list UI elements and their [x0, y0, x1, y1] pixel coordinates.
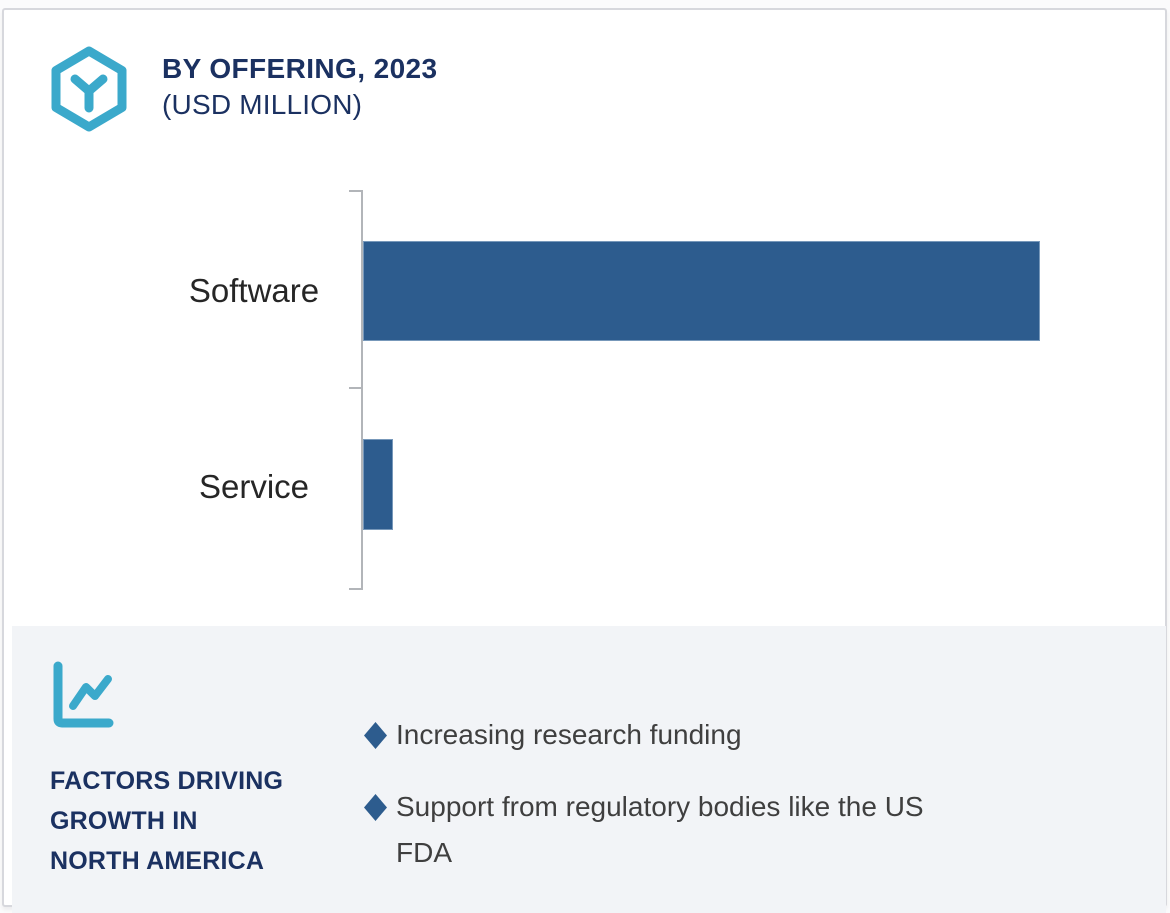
diamond-bullet-icon [364, 794, 387, 821]
factors-heading-line1: FACTORS DRIVING [50, 767, 284, 795]
category-axis-line [361, 190, 363, 590]
diamond-bullet-icon [364, 722, 387, 749]
bar-software [363, 241, 1040, 341]
factors-heading-line2: GROWTH IN [50, 807, 198, 835]
bullet-text: Increasing research funding [396, 719, 742, 750]
infographic-card: BY OFFERING, 2023 (USD MILLION) Software… [2, 8, 1167, 913]
factors-bullet-list: Increasing research funding Support from… [364, 712, 941, 902]
axis-tick [349, 387, 362, 389]
bullet-text: Support from regulatory bodies like the … [396, 791, 924, 868]
line-chart-icon [53, 661, 114, 728]
list-item: Increasing research funding [364, 712, 941, 758]
hexagon-cube-icon [51, 46, 127, 132]
axis-tick [349, 588, 362, 590]
category-label-software: Software [188, 272, 320, 309]
axis-tick [349, 190, 362, 192]
factors-panel [12, 626, 1166, 913]
factors-heading-line3: NORTH AMERICA [50, 847, 265, 875]
chart-title-line1: BY OFFERING, 2023 [162, 53, 438, 84]
factors-heading: FACTORS DRIVING GROWTH IN NORTH AMERICA [50, 761, 283, 881]
list-item: Support from regulatory bodies like the … [364, 784, 941, 876]
chart-title: BY OFFERING, 2023 (USD MILLION) [162, 50, 437, 122]
bar-service [363, 439, 393, 530]
chart-title-line2: (USD MILLION) [162, 89, 363, 120]
category-label-service: Service [198, 468, 310, 505]
